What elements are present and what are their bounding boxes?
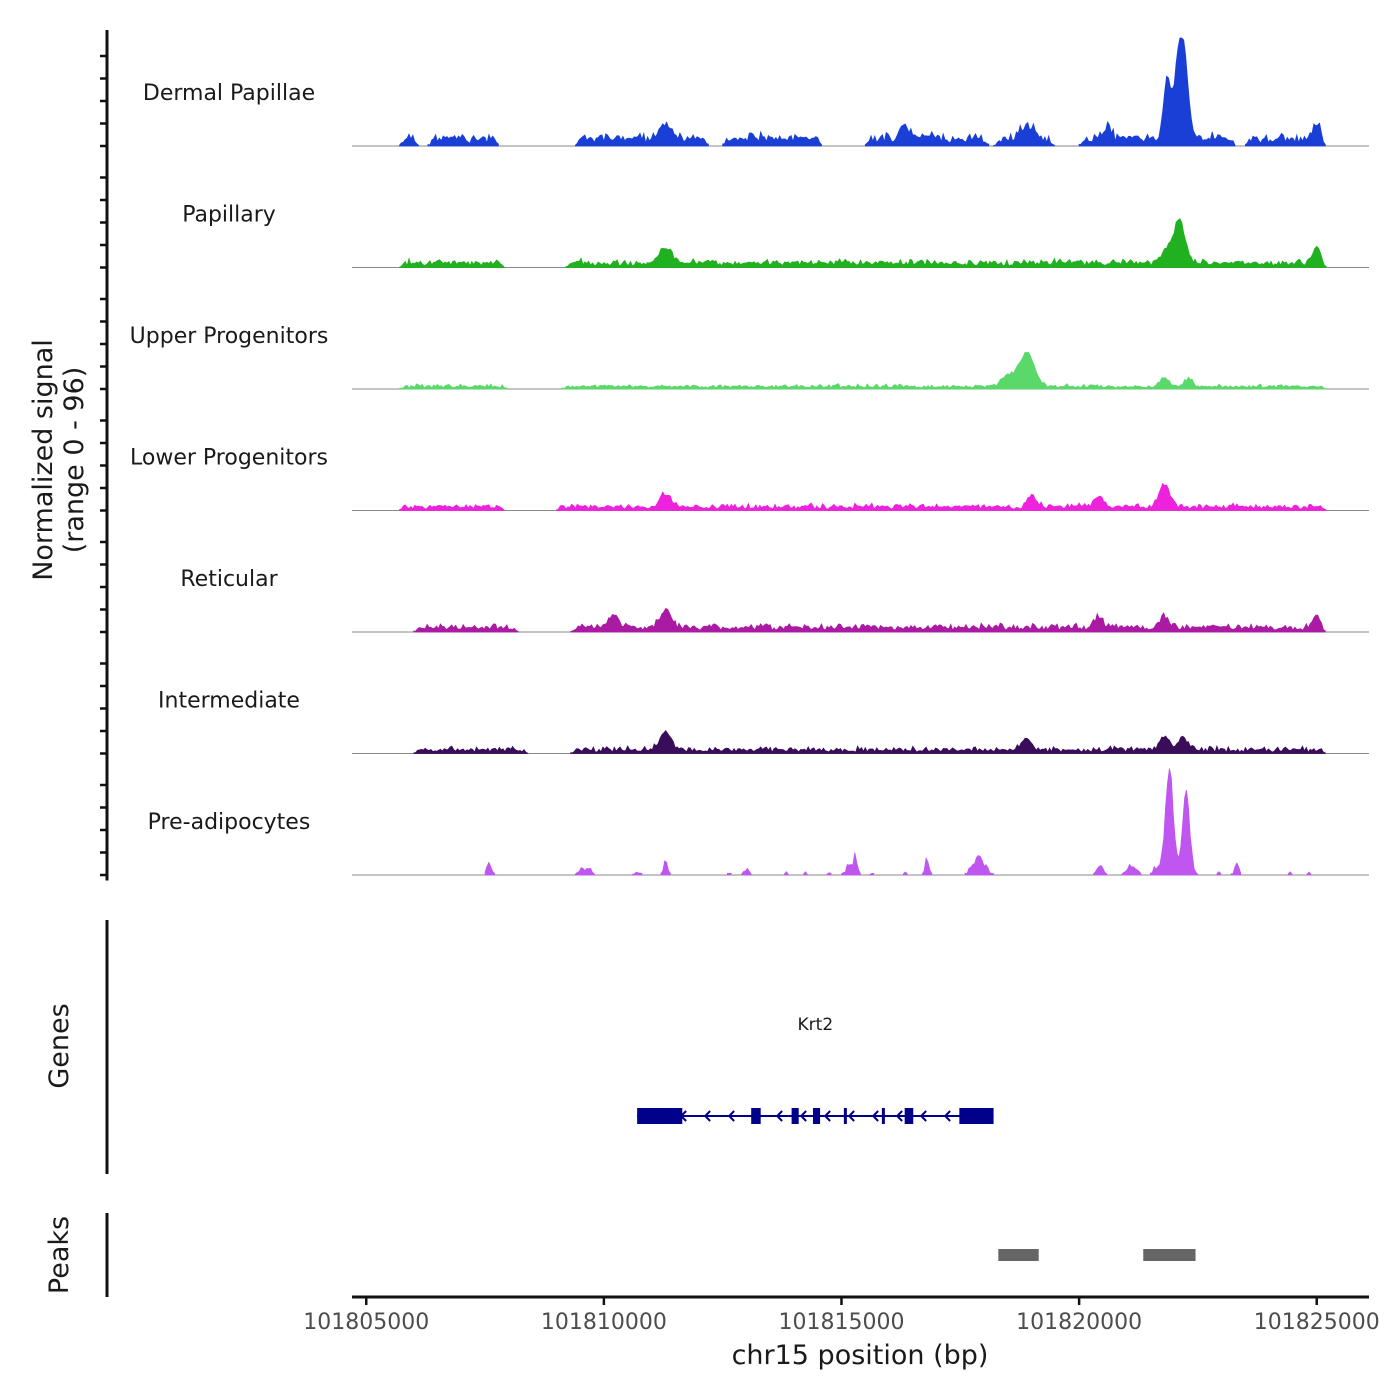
peak-track [998,1249,1196,1261]
gene-exon [843,1108,847,1124]
track-label: Reticular [180,567,278,592]
signal-area [399,352,1326,390]
gene-exon [791,1108,799,1124]
gene-exon [812,1108,821,1124]
x-tick-label: 101825000 [1254,1310,1380,1335]
signal-tracks: Dermal Papillae Papillary Upper Progenitor… [130,37,1369,876]
signal-area [399,218,1327,268]
track-label: Dermal Papillae [143,81,315,106]
gene-track: Krt2 [637,1015,994,1124]
y-axis-label-line2: (range 0 - 96) [59,367,90,554]
gene-exon [637,1108,683,1124]
y-axis-signal [100,30,109,881]
strand-arrow [775,1110,783,1122]
gene-exon [904,1108,914,1124]
gene-name: Krt2 [798,1015,834,1035]
track-label: Pre-adipocytes [148,810,311,835]
track-label: Intermediate [158,689,300,714]
x-tick-label: 101815000 [778,1310,904,1335]
x-tick-label: 101810000 [541,1310,667,1335]
gene-exon [959,1108,994,1124]
peaks-label: Peaks [44,1216,75,1294]
strand-arrow [823,1110,831,1122]
strand-arrow [799,1110,807,1122]
strand-arrow [919,1110,927,1122]
signal-area [399,482,1327,511]
strand-arrow [895,1110,903,1122]
strand-arrow [943,1110,951,1122]
signal-area [413,730,1326,754]
x-tick-label: 101805000 [303,1310,429,1335]
gene-exon [881,1108,885,1124]
strand-arrow [703,1110,711,1122]
strand-arrow [727,1110,735,1122]
track-label: Lower Progenitors [130,446,328,471]
signal-area [484,768,1312,876]
y-axis-label-line1: Normalized signal [28,339,59,581]
peak-region [1143,1249,1196,1261]
peak-region [998,1249,1039,1261]
strand-arrow [871,1110,879,1122]
signal-area [399,37,1326,147]
gene-exon [751,1108,761,1124]
track-label: Upper Progenitors [130,324,329,349]
x-axis-label: chr15 position (bp) [732,1340,989,1371]
signal-area [413,608,1326,633]
x-tick-label: 101820000 [1016,1310,1142,1335]
strand-arrow [847,1110,855,1122]
track-label: Papillary [182,203,276,228]
x-axis: 101805000 101810000 101815000 101820000 1018… [303,1295,1380,1335]
genes-label: Genes [44,1003,75,1088]
